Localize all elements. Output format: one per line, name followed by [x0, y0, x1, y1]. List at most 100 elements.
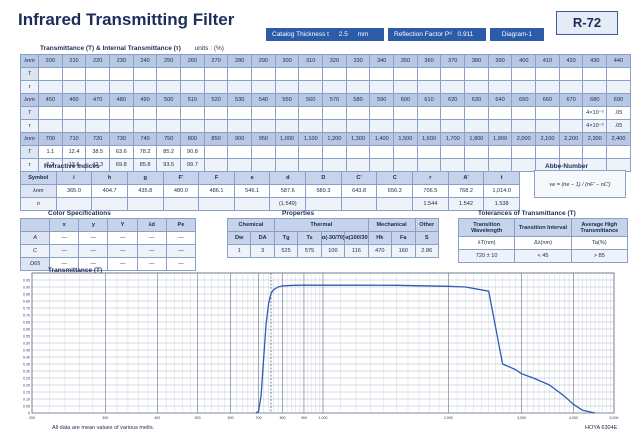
ri-header-cell: F' — [162, 171, 200, 185]
transmittance-cell — [487, 106, 513, 120]
wavelength-cell: 310 — [298, 54, 324, 68]
wavelength-cell: 650 — [511, 93, 537, 107]
internal-transmittance-cell: .05 — [606, 119, 631, 133]
chart-x-tick-label: 400 — [154, 416, 160, 420]
wavelength-cell: 460 — [61, 93, 87, 107]
transmittance-cell — [582, 67, 608, 81]
wavelength-cell: 640 — [487, 93, 513, 107]
transmittance-cell — [558, 106, 584, 120]
internal-transmittance-cell — [440, 119, 466, 133]
color-header-cell — [19, 218, 51, 232]
internal-transmittance-cell — [464, 80, 489, 94]
internal-transmittance-cell — [61, 119, 87, 133]
wavelength-cell: 360 — [416, 54, 442, 68]
ri-header-cell: C — [376, 171, 414, 185]
chart-x-tick-label: 600 — [228, 416, 234, 420]
internal-transmittance-cell — [416, 158, 442, 172]
internal-transmittance-cell — [180, 119, 205, 133]
color-header-cell: λd — [136, 218, 167, 232]
transmittance-cell: .05 — [606, 106, 631, 120]
diagram-label: Diagram-1 — [501, 31, 533, 38]
internal-transmittance-cell — [298, 158, 324, 172]
transmittance-cell — [369, 106, 395, 120]
tolerance-sub-cell: λT(nm) — [457, 236, 516, 250]
chart-y-tick-label: 0.25 — [23, 377, 30, 381]
wavelength-cell: 750 — [156, 132, 182, 146]
ri-header-cell: e — [233, 171, 271, 185]
chart-y-tick-label: 0.50 — [23, 342, 30, 346]
ri-n-cell: 1.544 — [412, 197, 449, 211]
tolerance-value-cell: > 85 — [570, 249, 629, 263]
transmittance-cell — [132, 67, 158, 81]
wavelength-cell: 480 — [109, 93, 134, 107]
properties-title: Properties — [282, 210, 315, 217]
internal-transmittance-cell: 4×10⁻³ — [582, 119, 608, 133]
transmittance-cell — [203, 67, 229, 81]
chart-x-tick-label: 300 — [102, 416, 108, 420]
wavelength-cell: 1,800 — [464, 132, 489, 146]
wavelength-cell: 2,400 — [606, 132, 631, 146]
transmittance-cell — [345, 106, 371, 120]
internal-transmittance-cell — [227, 119, 253, 133]
wavelength-cell: 500 — [156, 93, 182, 107]
internal-transmittance-cell — [487, 158, 513, 172]
transmittance-chart-svg: 0 0.05 0.10 0.15 0.20 0.25 0.30 0.35 0.40 0.45 0.5… — [23, 272, 619, 420]
transmittance-cell — [109, 106, 134, 120]
ri-n-row: n (1.549) 1.544 1.542 1.538 — [20, 197, 520, 211]
transmittance-cell — [464, 106, 489, 120]
internal-transmittance-cell — [416, 119, 442, 133]
color-row: A — — — — — — [19, 231, 197, 245]
properties-value-cell: 160 — [391, 244, 416, 258]
wavelength-cell: 670 — [558, 93, 584, 107]
transmittance-cell: 90.8 — [180, 145, 205, 159]
color-header-cell: Pe — [165, 218, 197, 232]
transmittance-cell — [416, 67, 442, 81]
ri-n-cell — [233, 197, 271, 211]
wavelength-cell: 380 — [464, 54, 489, 68]
ri-header-cell: C' — [340, 171, 378, 185]
ri-lambda-label: λnm — [20, 184, 57, 198]
chart-y-tick-label: 0 — [28, 412, 30, 416]
ri-wavelength-cell: 435.8 — [126, 184, 164, 198]
internal-transmittance-cell — [274, 80, 300, 94]
transmittance-cell — [393, 67, 418, 81]
properties-group-cell: Chemical — [227, 218, 275, 232]
row-label-tau: τ — [20, 80, 39, 94]
wavelength-cell: 290 — [251, 54, 276, 68]
reflection-factor-label: Reflection Factor Pᵈ — [394, 31, 452, 38]
transmittance-cell — [109, 67, 134, 81]
abbe-number-title: Abbe-Number — [545, 163, 588, 170]
transmittance-cell — [132, 106, 158, 120]
chart-y-tick-label: 0.75 — [23, 307, 30, 311]
internal-transmittance-cell — [464, 119, 489, 133]
footer-note: All data are mean values of various melt… — [52, 425, 155, 431]
wavelength-cell: 1,500 — [393, 132, 418, 146]
transmittance-cell — [227, 67, 253, 81]
wavelength-cell: 540 — [251, 93, 276, 107]
transmittance-cell — [440, 67, 466, 81]
transmittance-cell — [38, 106, 63, 120]
transmittance-cell: 1.1 — [38, 145, 63, 159]
properties-group-cell: Other — [414, 218, 439, 232]
wavelength-cell: 280 — [227, 54, 253, 68]
internal-transmittance-cell — [322, 119, 347, 133]
wavelength-cell: 560 — [298, 93, 324, 107]
color-row: C — — — — — — [19, 244, 197, 258]
tolerance-header-cell: Transition Interval — [514, 218, 572, 237]
transmittance-cell — [345, 67, 371, 81]
ri-header-cell: g — [126, 171, 164, 185]
ri-header-cell: Symbol — [20, 171, 57, 185]
internal-transmittance-cell — [345, 80, 371, 94]
ri-n-cell — [55, 197, 93, 211]
internal-transmittance-cell — [85, 80, 111, 94]
internal-transmittance-cell — [393, 119, 418, 133]
wavelength-cell: 2,200 — [558, 132, 584, 146]
transmittance-cell: 78.2 — [132, 145, 158, 159]
wavelength-cell: 470 — [85, 93, 111, 107]
row-label-T: T — [20, 67, 39, 81]
color-value-cell: — — [165, 231, 197, 245]
chart-y-tick-label: 0.85 — [23, 293, 30, 297]
color-value-cell: — — [107, 231, 138, 245]
tolerance-sub-row: λT(nm) Δλ(nm) Ta(%) — [457, 236, 629, 250]
